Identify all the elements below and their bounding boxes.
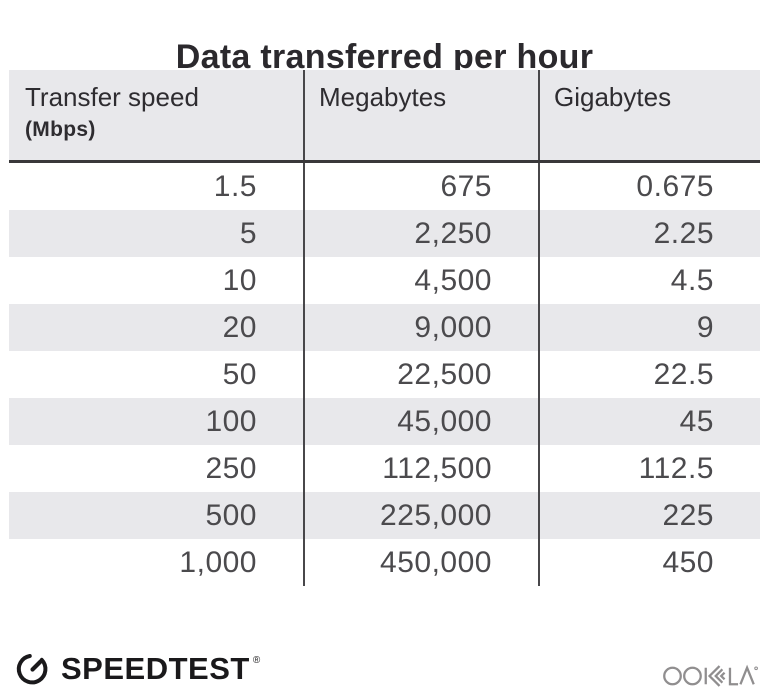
cell-megabytes: 9,000	[303, 304, 538, 351]
table-row: 1.5 675 0.675	[9, 163, 760, 210]
header-transfer-speed: Transfer speed (Mbps)	[9, 70, 303, 160]
cell-gigabytes: 2.25	[538, 210, 760, 257]
cell-megabytes: 450,000	[303, 539, 538, 586]
cell-megabytes: 225,000	[303, 492, 538, 539]
cell-megabytes: 112,500	[303, 445, 538, 492]
cell-gigabytes: 22.5	[538, 351, 760, 398]
cell-transfer-speed: 5	[239, 217, 257, 250]
header-gigabytes-label: Gigabytes	[554, 82, 672, 112]
cell-transfer-speed: 20	[222, 311, 257, 344]
cell-gigabytes: 112.5	[538, 445, 760, 492]
cell-megabytes: 4,500	[303, 257, 538, 304]
table-header-row: Transfer speed (Mbps) Megabytes Gigabyte…	[9, 70, 760, 163]
cell-transfer-speed: 10	[222, 264, 257, 297]
speedtest-wordmark: SPEEDTEST	[61, 651, 250, 686]
cell-gigabytes: 0.675	[538, 163, 760, 210]
cell-transfer-speed: 250	[205, 452, 257, 485]
table-body: 1.5 675 0.675 5 2,250 2.25 10 4,500 4.5 20 9,000 9 5…	[9, 163, 760, 586]
table-row: 100 45,000 45	[9, 398, 760, 445]
header-gigabytes: Gigabytes	[538, 70, 760, 160]
header-transfer-speed-label: Transfer speed	[25, 82, 199, 112]
cell-transfer-speed: 500	[205, 499, 257, 532]
cell-gigabytes: 9	[538, 304, 760, 351]
ookla-logo	[663, 663, 758, 689]
cell-megabytes: 2,250	[303, 210, 538, 257]
table-row: 1,000 450,000 450	[9, 539, 760, 586]
speedtest-registered-mark: ®	[252, 655, 261, 666]
speedometer-gauge-icon	[16, 653, 48, 685]
cell-megabytes: 45,000	[303, 398, 538, 445]
cell-megabytes: 22,500	[303, 351, 538, 398]
header-transfer-speed-unit: (Mbps)	[25, 118, 96, 141]
table-row: 5 2,250 2.25	[9, 210, 760, 257]
table-row: 250 112,500 112.5	[9, 445, 760, 492]
cell-transfer-speed: 1,000	[179, 546, 257, 579]
cell-gigabytes: 4.5	[538, 257, 760, 304]
cell-gigabytes: 225	[538, 492, 760, 539]
speedtest-logo: SPEEDTEST ®	[14, 649, 260, 689]
data-table: Transfer speed (Mbps) Megabytes Gigabyte…	[9, 70, 760, 586]
cell-transfer-speed: 1.5	[213, 170, 257, 203]
cell-megabytes: 675	[303, 163, 538, 210]
cell-transfer-speed: 50	[222, 358, 257, 391]
table-row: 500 225,000 225	[9, 492, 760, 539]
ookla-wordmark-icon	[663, 664, 758, 687]
table-row: 20 9,000 9	[9, 304, 760, 351]
page-title: Data transferred per hour	[175, 37, 594, 76]
table-row: 50 22,500 22.5	[9, 351, 760, 398]
cell-gigabytes: 45	[538, 398, 760, 445]
cell-transfer-speed: 100	[205, 405, 257, 438]
header-megabytes-label: Megabytes	[319, 82, 447, 112]
header-megabytes: Megabytes	[303, 70, 538, 160]
table-row: 10 4,500 4.5	[9, 257, 760, 304]
cell-gigabytes: 450	[538, 539, 760, 586]
